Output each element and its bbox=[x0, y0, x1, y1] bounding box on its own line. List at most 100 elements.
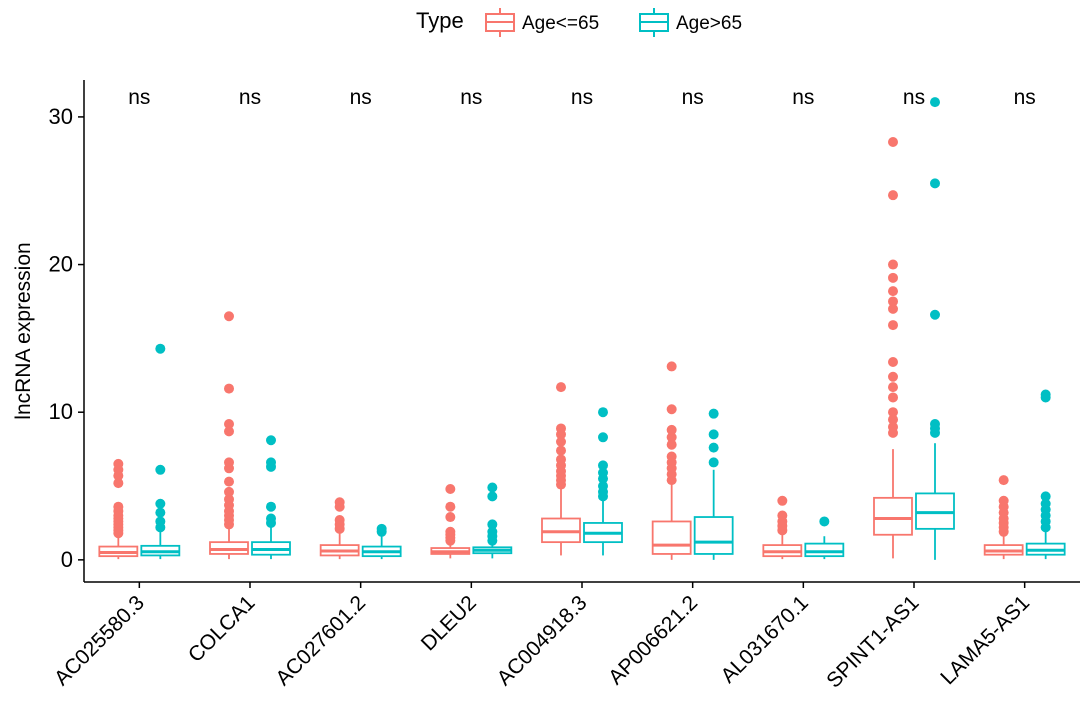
outlier-point bbox=[888, 303, 898, 314]
x-tick-label: AC027601.2 bbox=[271, 591, 370, 690]
outlier-point bbox=[819, 516, 830, 527]
box-iqr bbox=[873, 496, 913, 536]
box-Age>65-LAMA5-AS1 bbox=[1025, 389, 1066, 560]
outlier-point bbox=[266, 435, 276, 446]
outlier-point bbox=[224, 311, 234, 322]
box-Age<=65-AC027601.2 bbox=[319, 497, 360, 560]
outlier-point bbox=[224, 419, 234, 430]
outlier-point bbox=[888, 320, 898, 331]
outlier-point bbox=[888, 421, 898, 432]
outlier-point bbox=[598, 467, 608, 478]
box-iqr bbox=[804, 542, 845, 558]
outlier-point bbox=[666, 439, 677, 450]
outlier-point bbox=[598, 407, 608, 418]
legend-label-age-le-65: Age<=65 bbox=[522, 13, 599, 34]
outlier-point bbox=[666, 432, 677, 443]
outlier-point bbox=[487, 491, 498, 502]
outlier-point bbox=[888, 371, 898, 382]
significance-labels: ns ns ns ns ns ns ns ns ns bbox=[128, 86, 1036, 109]
significance-label: ns bbox=[682, 86, 704, 109]
outlier-point bbox=[888, 392, 898, 403]
outlier-point bbox=[556, 436, 566, 447]
outlier-point bbox=[487, 482, 498, 493]
outlier-point bbox=[155, 498, 166, 509]
box-Age>65-AL031670.1 bbox=[804, 516, 845, 560]
outlier-point bbox=[666, 451, 677, 462]
box-Age>65-AC004918.3 bbox=[583, 407, 623, 556]
outlier-point bbox=[888, 286, 898, 297]
outlier-point bbox=[708, 442, 719, 453]
outlier-point bbox=[998, 495, 1009, 506]
outlier-point bbox=[598, 432, 608, 443]
box-Age<=65-COLCA1 bbox=[209, 311, 249, 560]
outlier-point bbox=[155, 507, 166, 518]
box-Age>65-AC025580.3 bbox=[140, 343, 181, 560]
outlier-point bbox=[666, 424, 677, 435]
outlier-point bbox=[708, 429, 719, 440]
outlier-point bbox=[113, 478, 124, 489]
outlier-point bbox=[224, 457, 234, 468]
box-Age<=65-AP006621.2 bbox=[651, 361, 692, 560]
box-Age>65-DLEU2 bbox=[472, 482, 513, 559]
box-Age<=65-LAMA5-AS1 bbox=[983, 475, 1024, 560]
y-axis-label: lncRNA expression bbox=[12, 242, 35, 419]
x-tick-label: AL031670.1 bbox=[717, 591, 813, 687]
outlier-point bbox=[888, 137, 898, 148]
outlier-point bbox=[708, 408, 719, 419]
outlier-point bbox=[376, 523, 387, 534]
outlier-point bbox=[888, 190, 898, 201]
outlier-point bbox=[487, 519, 498, 530]
outlier-point bbox=[930, 309, 940, 320]
outlier-point bbox=[556, 382, 566, 393]
x-tick-label: DLEU2 bbox=[417, 591, 481, 655]
box-Age<=65-AC025580.3 bbox=[98, 458, 139, 560]
outlier-point bbox=[224, 383, 234, 394]
outlier-point bbox=[155, 464, 166, 475]
outlier-point bbox=[224, 476, 234, 487]
outlier-point bbox=[888, 407, 898, 418]
outlier-point bbox=[777, 495, 788, 506]
significance-label: ns bbox=[792, 86, 814, 109]
outlier-point bbox=[224, 486, 234, 497]
outlier-point bbox=[888, 414, 898, 425]
box-Age<=65-AC004918.3 bbox=[541, 382, 581, 556]
legend-label-age-gt-65: Age>65 bbox=[676, 13, 742, 34]
outlier-point bbox=[155, 343, 166, 354]
outlier-point bbox=[930, 97, 940, 108]
outlier-point bbox=[445, 526, 456, 537]
outlier-point bbox=[888, 382, 898, 393]
outlier-point bbox=[224, 426, 234, 437]
outlier-point bbox=[113, 458, 124, 469]
y-tick-label: 0 bbox=[61, 547, 73, 572]
outlier-point bbox=[888, 357, 898, 368]
outlier-point bbox=[888, 272, 898, 283]
y-tick-label: 20 bbox=[49, 252, 73, 277]
outlier-point bbox=[113, 501, 124, 512]
outlier-point bbox=[445, 483, 456, 494]
box-groups bbox=[98, 97, 1066, 560]
y-ticks: 0 10 20 30 bbox=[49, 104, 84, 572]
significance-label: ns bbox=[460, 86, 482, 109]
outlier-point bbox=[666, 404, 677, 415]
x-tick-label: AC004918.3 bbox=[493, 591, 592, 690]
outlier-point bbox=[888, 296, 898, 307]
box-iqr bbox=[651, 520, 692, 555]
outlier-point bbox=[266, 501, 276, 512]
outlier-point bbox=[266, 513, 276, 524]
box-Age>65-AP006621.2 bbox=[693, 408, 734, 560]
outlier-point bbox=[930, 178, 940, 189]
outlier-point bbox=[487, 526, 498, 537]
outlier-point bbox=[445, 512, 456, 523]
box-Age<=65-SPINT1-AS1 bbox=[873, 137, 913, 559]
outlier-point bbox=[556, 454, 566, 465]
outlier-point bbox=[888, 259, 898, 270]
legend-key-age-gt-65 bbox=[639, 8, 669, 37]
y-tick-label: 10 bbox=[49, 399, 73, 424]
box-Age>65-AC027601.2 bbox=[361, 523, 402, 560]
outlier-point bbox=[998, 475, 1009, 486]
outlier-point bbox=[1040, 491, 1051, 502]
x-tick-label: LAMA5-AS1 bbox=[936, 591, 1034, 689]
outlier-point bbox=[334, 514, 345, 525]
outlier-point bbox=[666, 361, 677, 372]
